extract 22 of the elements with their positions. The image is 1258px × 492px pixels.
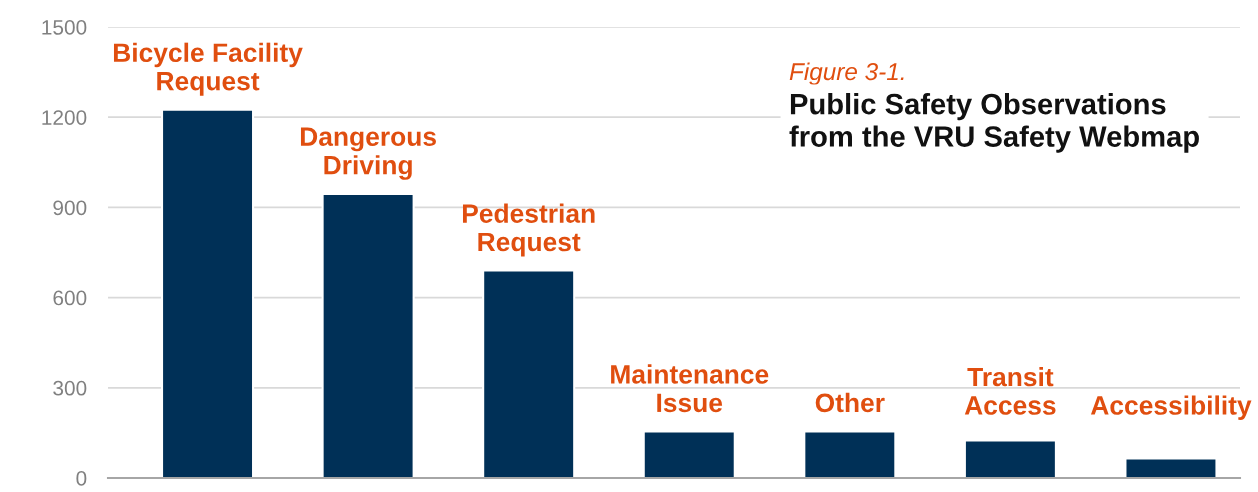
x-tick-label: Transit Access (964, 366, 1056, 415)
x-tick-label: Pedestrian Request (462, 203, 595, 257)
x-tick-label: Accessibility (1090, 395, 1252, 420)
y-tick-label: 1500 (42, 20, 87, 35)
bar (160, 108, 255, 478)
bar (321, 192, 415, 478)
bar (1124, 457, 1218, 478)
x-tick-label: Bicycle Facility Request (113, 42, 303, 96)
bar (963, 439, 1057, 478)
bar (803, 430, 897, 478)
bar (642, 430, 736, 478)
bar (482, 269, 576, 478)
x-tick-label: Dangerous Driving (300, 127, 436, 180)
y-tick-label: 300 (53, 380, 87, 396)
text: Public Safety Observations from the VRU Safety Webmap (789, 93, 1199, 153)
x-tick-label: Maintenance Issue (611, 364, 769, 413)
y-tick-label: 600 (53, 290, 87, 306)
y-tick-label: 1200 (42, 110, 87, 125)
x-tick-label: Other (815, 392, 885, 413)
annotation: Figure 3-1. (789, 62, 904, 86)
y-tick-label: 900 (53, 200, 87, 216)
y-tick-label: 0 (76, 471, 87, 486)
